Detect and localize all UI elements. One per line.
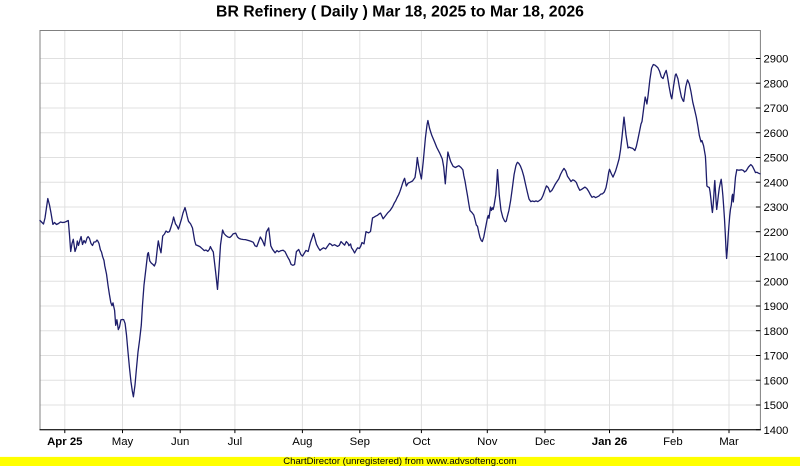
svg-text:1400: 1400 [764,425,789,437]
svg-text:1700: 1700 [764,351,789,363]
svg-text:2400: 2400 [764,177,789,189]
svg-text:1600: 1600 [764,375,789,387]
svg-text:Jul: Jul [228,436,243,448]
svg-text:2500: 2500 [764,153,789,165]
svg-text:Dec: Dec [535,436,556,448]
svg-text:Feb: Feb [663,436,683,448]
svg-text:Nov: Nov [477,436,498,448]
svg-text:Oct: Oct [413,436,432,448]
svg-text:2100: 2100 [764,252,789,264]
svg-text:Jan 26: Jan 26 [592,436,627,448]
svg-text:2700: 2700 [764,103,789,115]
svg-text:Aug: Aug [292,436,312,448]
svg-text:Jun: Jun [171,436,189,448]
svg-text:2900: 2900 [764,54,789,66]
svg-text:BR Refinery ( Daily ) Mar 18,: BR Refinery ( Daily ) Mar 18, 2025 to Ma… [216,4,584,21]
svg-text:ChartDirector (unregistered) f: ChartDirector (unregistered) from www.ad… [283,456,516,466]
svg-text:1900: 1900 [764,301,789,313]
svg-text:2200: 2200 [764,227,789,239]
svg-text:2800: 2800 [764,78,789,90]
svg-text:May: May [112,436,134,448]
svg-text:1500: 1500 [764,400,789,412]
svg-text:Sep: Sep [350,436,370,448]
svg-text:2600: 2600 [764,128,789,140]
svg-text:2300: 2300 [764,202,789,214]
svg-text:Apr 25: Apr 25 [47,436,83,448]
svg-text:2000: 2000 [764,276,789,288]
svg-text:1800: 1800 [764,326,789,338]
svg-text:Mar: Mar [719,436,739,448]
